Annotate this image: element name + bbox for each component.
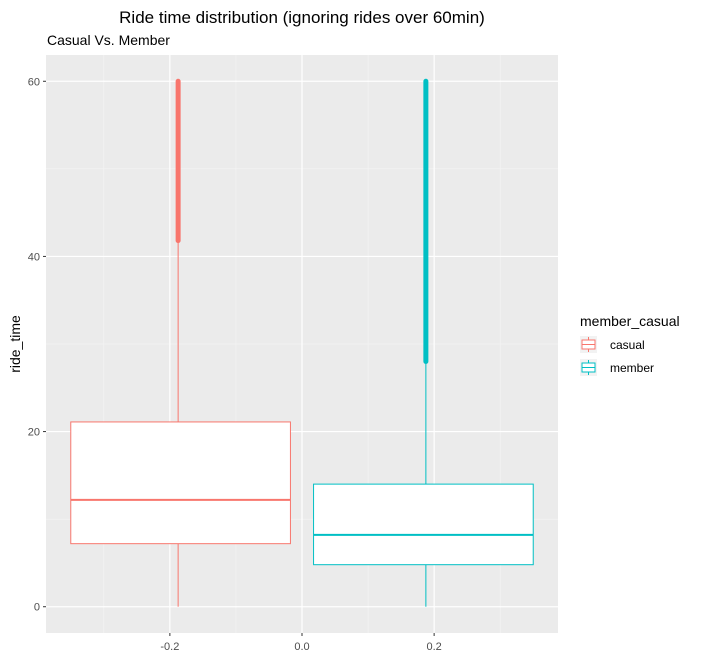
y-tick-label: 20: [28, 427, 40, 439]
x-axis: -0.2 0.0 0.2: [160, 633, 442, 653]
y-tick-label: 40: [28, 251, 40, 263]
y-tick-label: 60: [28, 76, 40, 88]
y-axis-title: ride_time: [7, 315, 23, 373]
box-series: [70, 78, 534, 607]
legend: member_casual casual member: [580, 313, 680, 376]
y-tick-label: 0: [34, 602, 40, 614]
legend-label-member: member: [610, 361, 654, 375]
x-tick-label: -0.2: [160, 641, 179, 653]
box-member: [313, 483, 534, 566]
chart-subtitle: Casual Vs. Member: [47, 32, 170, 48]
box-casual: [70, 421, 291, 545]
x-tick-label: 0.2: [426, 641, 441, 653]
legend-title: member_casual: [580, 313, 680, 329]
x-tick-label: 0.0: [294, 641, 309, 653]
legend-label-casual: casual: [610, 338, 645, 352]
chart-title: Ride time distribution (ignoring rides o…: [119, 8, 485, 27]
y-axis: 0 20 40 60: [28, 76, 46, 614]
